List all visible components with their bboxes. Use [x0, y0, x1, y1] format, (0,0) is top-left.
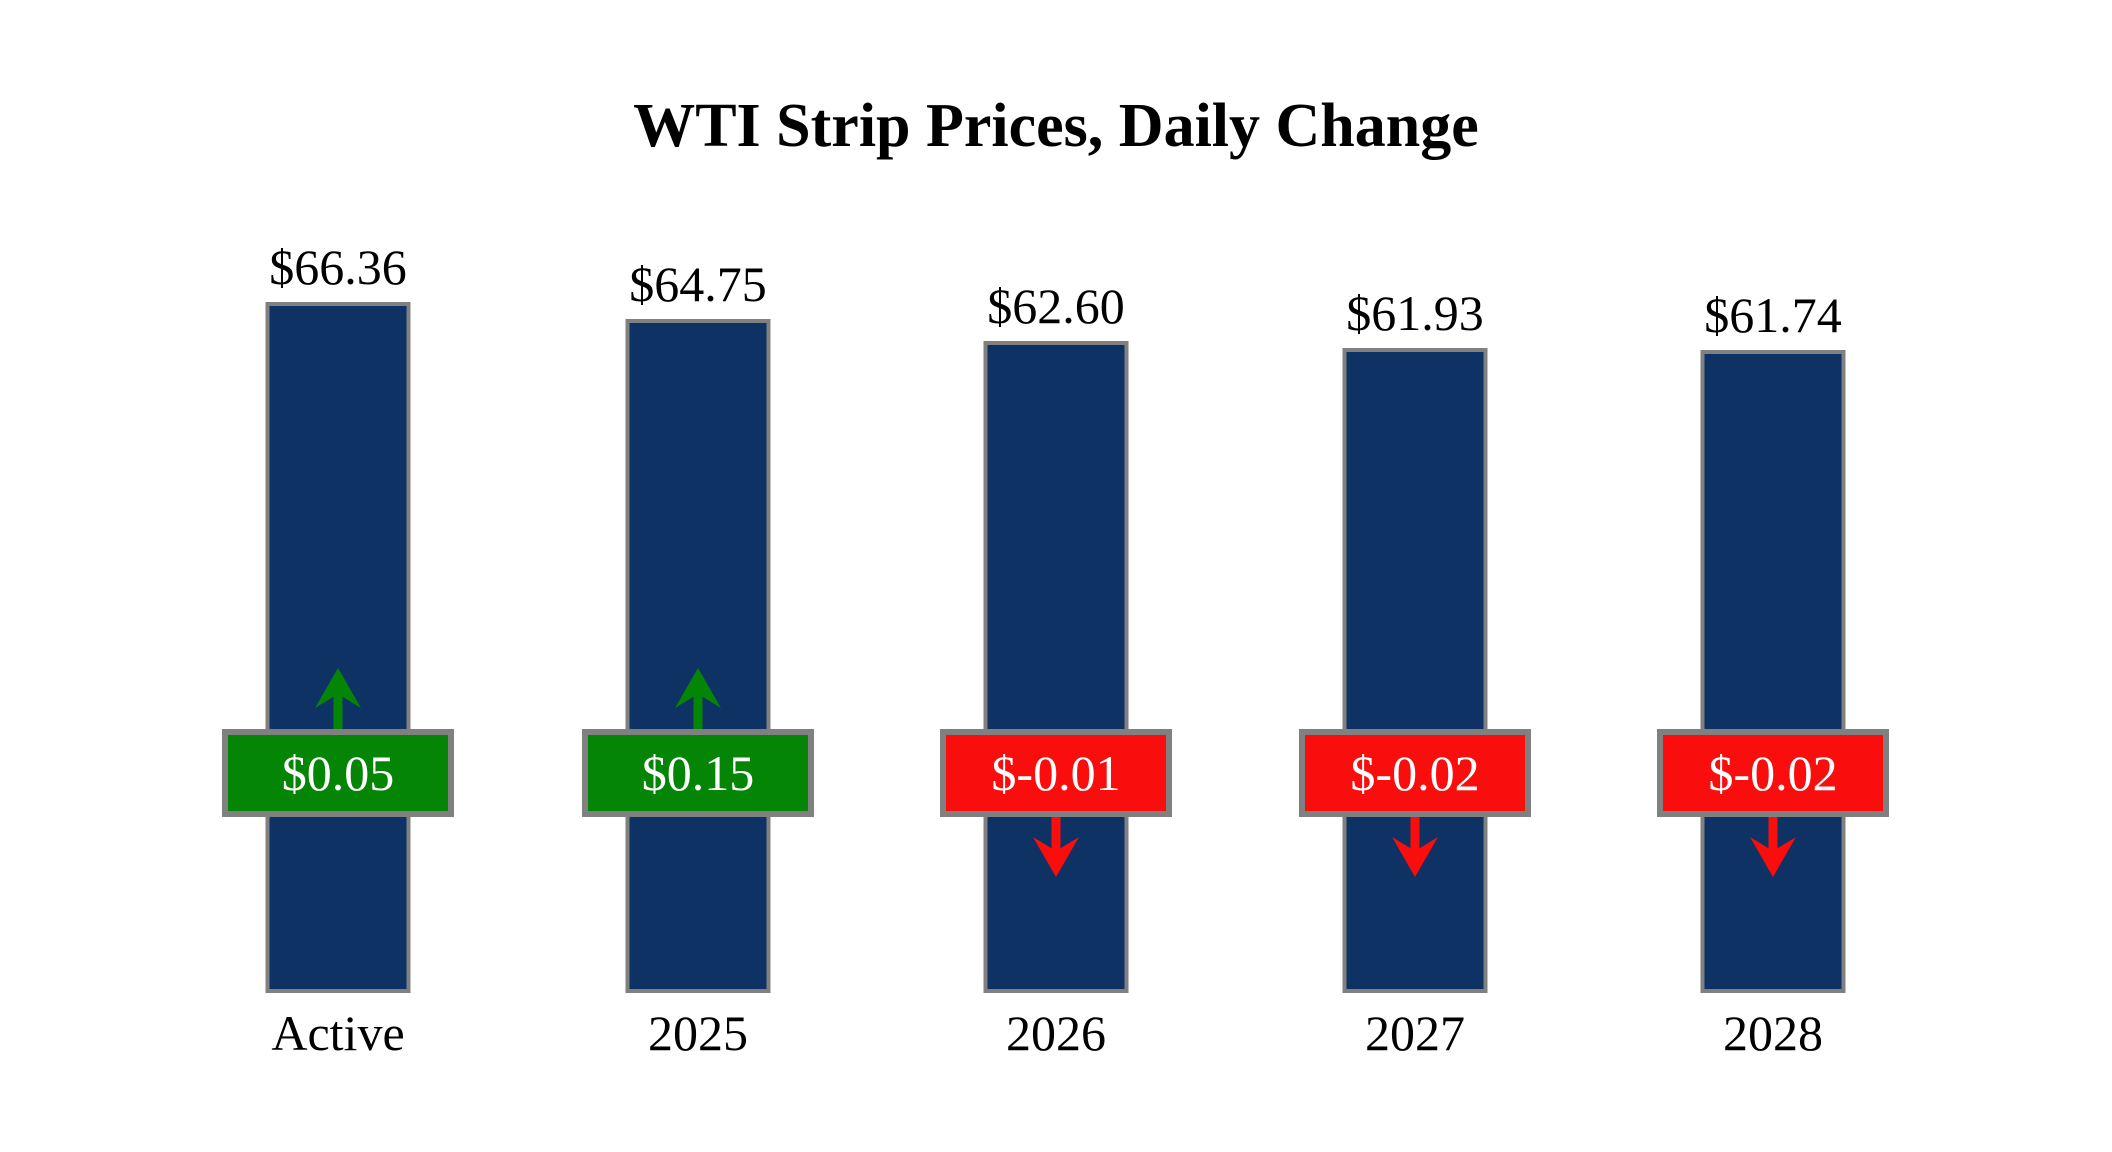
price-bar [625, 319, 771, 993]
up-arrow-icon [672, 668, 724, 732]
price-label: $61.74 [1704, 287, 1842, 343]
price-label: $64.75 [629, 256, 767, 312]
down-arrow-icon [1747, 813, 1799, 877]
change-badge: $0.05 [222, 729, 454, 817]
price-label: $61.93 [1346, 285, 1484, 341]
price-bar [1700, 350, 1846, 993]
bar-column: $66.36 $0.05 Active [158, 0, 518, 1152]
change-badge: $0.15 [582, 729, 814, 817]
chart-title: WTI Strip Prices, Daily Change [633, 92, 1479, 160]
price-label: $62.60 [987, 278, 1125, 334]
category-label: 2028 [1723, 1005, 1823, 1061]
price-label: $66.36 [269, 239, 407, 295]
category-label: 2026 [1006, 1005, 1106, 1061]
up-arrow-icon [312, 668, 364, 732]
down-arrow-icon [1389, 813, 1441, 877]
bar-column: $62.60 $-0.01 2026 [876, 0, 1236, 1152]
price-bar [1342, 348, 1488, 993]
change-badge: $-0.02 [1657, 729, 1889, 817]
category-label: 2025 [648, 1005, 748, 1061]
down-arrow-icon [1030, 813, 1082, 877]
change-badge: $-0.01 [940, 729, 1172, 817]
price-bar [265, 302, 411, 993]
category-label: Active [271, 1005, 405, 1061]
bar-column: $61.93 $-0.02 2027 [1235, 0, 1595, 1152]
bar-column: $61.74 $-0.02 2028 [1593, 0, 1953, 1152]
category-label: 2027 [1365, 1005, 1465, 1061]
price-bar [983, 341, 1129, 993]
change-badge: $-0.02 [1299, 729, 1531, 817]
bar-column: $64.75 $0.15 2025 [518, 0, 878, 1152]
